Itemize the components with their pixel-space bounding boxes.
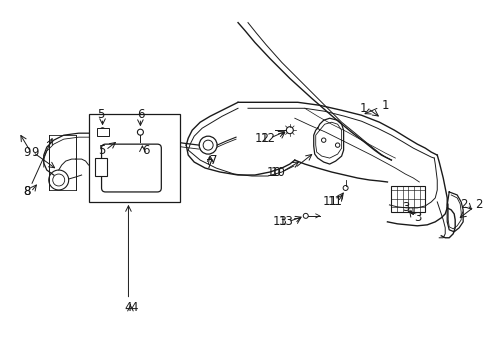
Text: 3: 3 bbox=[401, 201, 408, 215]
Text: 1: 1 bbox=[359, 102, 367, 115]
FancyBboxPatch shape bbox=[102, 144, 161, 192]
Text: 1: 1 bbox=[381, 99, 388, 112]
Text: 11: 11 bbox=[322, 195, 337, 208]
Text: 9: 9 bbox=[23, 145, 31, 159]
Text: 13: 13 bbox=[272, 215, 287, 228]
Text: 4: 4 bbox=[130, 301, 138, 314]
Text: 11: 11 bbox=[327, 195, 343, 208]
Text: 8: 8 bbox=[23, 185, 31, 198]
Bar bbox=[88, 114, 180, 202]
Text: 13: 13 bbox=[278, 215, 293, 228]
Bar bbox=[94, 158, 106, 176]
Text: 5: 5 bbox=[97, 108, 104, 121]
Text: 8: 8 bbox=[23, 185, 30, 198]
Text: 7: 7 bbox=[210, 154, 217, 167]
Text: 4: 4 bbox=[124, 301, 132, 314]
Text: 6: 6 bbox=[136, 108, 144, 121]
Text: 10: 10 bbox=[266, 166, 281, 179]
Text: 12: 12 bbox=[260, 132, 275, 145]
Text: 2: 2 bbox=[459, 198, 466, 211]
Text: 12: 12 bbox=[254, 132, 269, 145]
Text: 10: 10 bbox=[270, 166, 285, 179]
Text: 2: 2 bbox=[474, 198, 482, 211]
Bar bbox=[390, 186, 425, 212]
Text: 9: 9 bbox=[31, 145, 38, 159]
Bar bbox=[96, 128, 108, 136]
Text: 7: 7 bbox=[206, 158, 213, 171]
Text: 5: 5 bbox=[98, 144, 105, 157]
Text: 3: 3 bbox=[413, 211, 421, 224]
Text: 6: 6 bbox=[142, 144, 150, 157]
